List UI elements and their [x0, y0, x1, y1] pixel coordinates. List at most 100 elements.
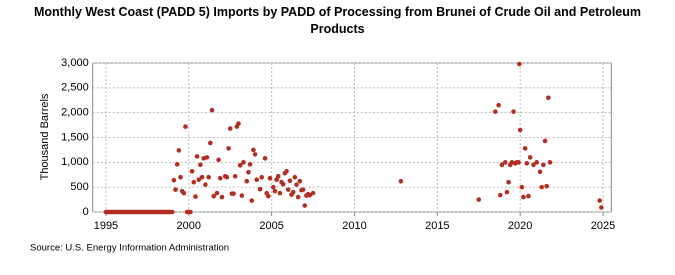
data-point	[214, 190, 220, 196]
data-point	[252, 152, 258, 157]
data-point	[524, 161, 530, 166]
data-point	[257, 186, 263, 192]
y-tick-label: 3,000	[61, 57, 89, 69]
x-tick-label: 2005	[259, 220, 283, 232]
data-point	[244, 178, 250, 184]
data-point	[547, 160, 553, 165]
data-point	[174, 162, 180, 167]
data-point	[237, 163, 243, 168]
data-point	[274, 177, 279, 183]
data-point	[493, 109, 498, 114]
data-point	[204, 155, 210, 160]
data-point	[504, 189, 510, 195]
data-point	[297, 178, 303, 184]
data-point	[294, 182, 299, 187]
y-tick-label: 2,500	[61, 82, 89, 94]
data-point	[599, 205, 604, 210]
data-point	[247, 162, 253, 167]
data-point	[171, 177, 177, 183]
data-point	[537, 169, 543, 175]
data-point	[307, 192, 313, 198]
data-point	[506, 179, 511, 185]
data-point	[189, 168, 195, 174]
data-point	[284, 168, 289, 174]
data-point	[497, 192, 503, 198]
data-point	[188, 209, 193, 215]
y-tick-label: 1,500	[61, 131, 89, 143]
data-point	[236, 121, 241, 126]
data-point	[209, 107, 215, 113]
x-tick-label: 2000	[177, 220, 201, 232]
data-point	[292, 174, 298, 180]
data-point	[517, 127, 523, 133]
data-point	[262, 156, 268, 161]
data-point	[277, 190, 283, 196]
data-point	[527, 155, 533, 160]
data-point	[496, 102, 501, 108]
data-point	[196, 177, 202, 183]
data-point	[206, 174, 211, 180]
data-point	[246, 169, 251, 175]
x-tick-label: 2020	[508, 220, 532, 232]
data-point	[231, 191, 236, 196]
data-point	[178, 174, 183, 180]
data-point	[302, 203, 308, 208]
data-point	[517, 61, 522, 67]
data-point	[522, 146, 528, 151]
data-point	[287, 178, 293, 184]
data-point	[290, 189, 296, 195]
data-point	[216, 157, 221, 163]
data-point	[270, 184, 276, 190]
x-tick-label: 2025	[591, 220, 615, 232]
data-point	[251, 147, 256, 153]
data-point	[254, 177, 260, 183]
data-point	[176, 148, 182, 153]
data-point	[259, 174, 265, 180]
data-point	[183, 124, 188, 129]
y-axis-label: Thousand Barrels	[39, 93, 51, 180]
data-point	[267, 175, 273, 181]
y-tick-label: 2,000	[61, 107, 89, 119]
data-point	[241, 160, 246, 165]
data-point	[542, 138, 548, 144]
data-point	[169, 209, 175, 215]
data-point	[300, 187, 306, 192]
data-point	[181, 190, 187, 196]
data-point	[232, 173, 238, 179]
data-point	[521, 194, 526, 200]
data-point	[211, 193, 216, 199]
data-point	[219, 194, 225, 200]
data-point	[272, 188, 278, 194]
x-tick-label: 2010	[342, 220, 366, 232]
data-point	[534, 160, 540, 165]
data-point	[203, 182, 208, 187]
data-point	[541, 162, 546, 168]
source: Source: U.S. Energy Information Administ…	[30, 243, 229, 254]
data-point	[280, 181, 286, 187]
data-point	[194, 154, 200, 159]
data-point	[224, 174, 230, 180]
data-point	[519, 184, 525, 190]
data-point	[499, 162, 505, 168]
x-tick-label: 2015	[425, 220, 449, 232]
y-tick-label: 500	[70, 181, 88, 193]
data-point	[544, 183, 549, 189]
y-tick-label: 1,000	[61, 156, 89, 168]
data-point	[198, 162, 203, 168]
chart-title: Monthly West Coast (PADD 5) Imports by P…	[33, 5, 641, 36]
y-tick-label: 0	[83, 206, 89, 218]
data-point	[526, 193, 531, 199]
data-point	[217, 175, 223, 181]
data-point	[531, 162, 536, 168]
data-point	[398, 178, 404, 184]
data-point	[476, 197, 482, 202]
data-point	[199, 174, 205, 180]
data-point	[597, 198, 603, 203]
data-point	[516, 160, 521, 165]
data-point	[239, 193, 245, 198]
data-point	[502, 160, 508, 165]
data-point	[249, 198, 255, 203]
data-point	[208, 140, 213, 146]
